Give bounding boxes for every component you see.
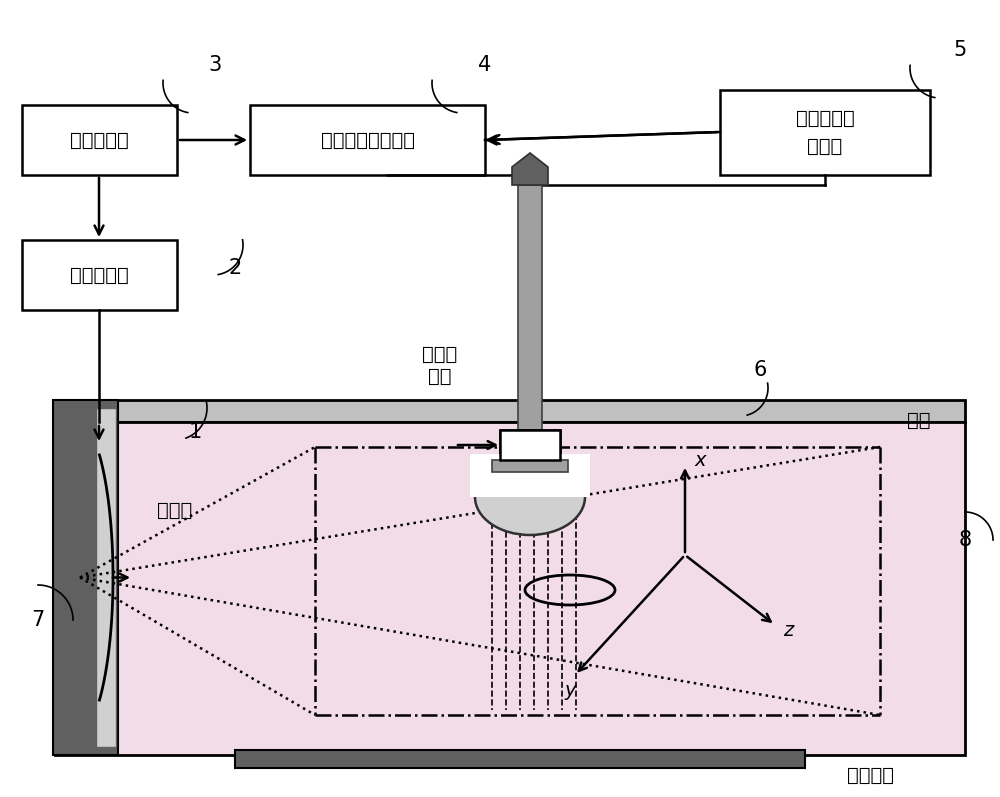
Text: 5: 5 bbox=[953, 40, 967, 60]
Text: y: y bbox=[564, 681, 576, 700]
Bar bbox=[500, 430, 560, 460]
Text: 8: 8 bbox=[958, 530, 972, 550]
Text: 波形发生器: 波形发生器 bbox=[70, 131, 129, 150]
Bar bbox=[470, 454, 590, 497]
Bar bbox=[55, 422, 965, 755]
Bar bbox=[492, 460, 568, 472]
Bar bbox=[250, 105, 485, 175]
Text: 吸声材料: 吸声材料 bbox=[846, 765, 894, 784]
Text: 空化源: 空化源 bbox=[157, 501, 193, 520]
Polygon shape bbox=[512, 153, 548, 185]
Text: 水槽: 水槽 bbox=[906, 410, 930, 430]
Bar bbox=[500, 430, 560, 460]
Bar bbox=[55, 400, 965, 422]
Bar bbox=[22, 105, 177, 175]
Text: 1: 1 bbox=[188, 422, 202, 442]
Bar bbox=[720, 90, 930, 175]
Bar bbox=[53, 400, 118, 755]
Text: 7: 7 bbox=[31, 610, 45, 630]
Bar bbox=[96, 408, 116, 747]
Bar bbox=[492, 460, 568, 472]
Text: 阵列换
能器: 阵列换 能器 bbox=[422, 344, 458, 386]
Text: 2: 2 bbox=[228, 258, 242, 278]
Text: 3: 3 bbox=[208, 55, 222, 75]
Bar bbox=[235, 750, 805, 768]
Text: 三维机械扫: 三维机械扫 bbox=[796, 109, 854, 128]
Text: 6: 6 bbox=[753, 360, 767, 380]
Text: x: x bbox=[695, 450, 706, 469]
Text: 功率放大器: 功率放大器 bbox=[70, 265, 129, 285]
Text: 4: 4 bbox=[478, 55, 492, 75]
Ellipse shape bbox=[475, 459, 585, 535]
Text: z: z bbox=[783, 621, 793, 639]
Bar bbox=[22, 240, 177, 310]
Text: 描装置: 描装置 bbox=[807, 137, 843, 156]
Text: 全数字化超声设备: 全数字化超声设备 bbox=[320, 131, 415, 150]
Bar bbox=[518, 185, 542, 430]
